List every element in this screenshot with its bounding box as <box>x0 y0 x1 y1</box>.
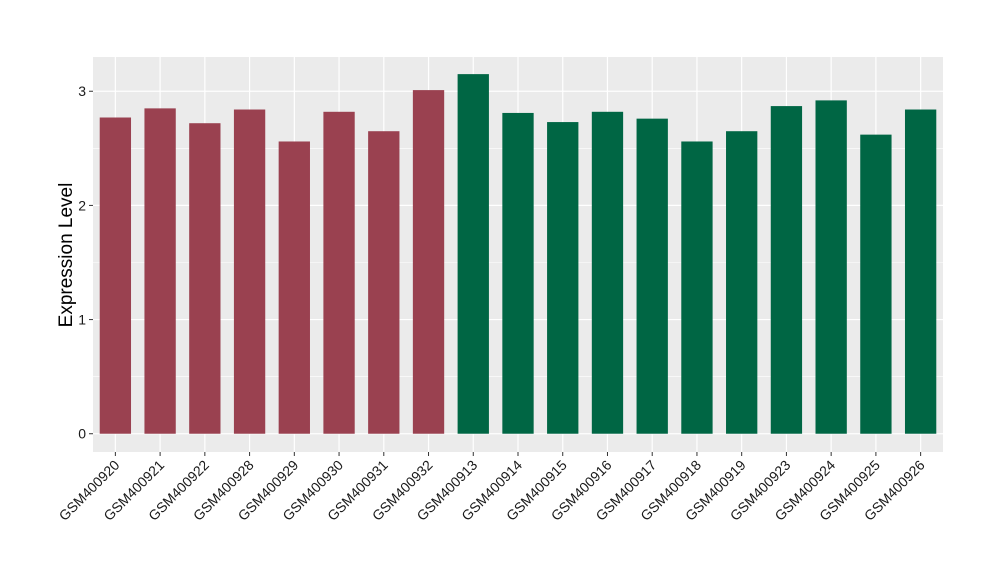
y-tick-label: 0 <box>78 426 86 442</box>
bar-GSM400914 <box>502 112 534 434</box>
bar-GSM400920 <box>99 117 132 434</box>
bar-GSM400931 <box>368 131 400 434</box>
bar-GSM400932 <box>412 90 445 434</box>
bar-GSM400923 <box>770 106 803 434</box>
bars <box>99 74 937 434</box>
bar-GSM400919 <box>726 131 758 434</box>
y-tick-label: 2 <box>78 197 86 213</box>
bar-GSM400913 <box>457 74 489 434</box>
y-tick-label: 3 <box>78 83 86 99</box>
bar-GSM400926 <box>904 109 937 434</box>
bar-GSM400916 <box>591 111 624 434</box>
bar-GSM400929 <box>278 141 310 434</box>
bar-GSM400918 <box>681 141 713 434</box>
bar-GSM400925 <box>860 134 892 434</box>
y-tick-label: 1 <box>78 312 86 328</box>
bar-GSM400915 <box>547 122 579 434</box>
x-axis: GSM400920GSM400921GSM400922GSM400928GSM4… <box>56 452 928 524</box>
bar-GSM400922 <box>189 123 221 434</box>
bar-GSM400930 <box>323 111 355 434</box>
bar-GSM400921 <box>144 108 176 434</box>
y-axis-title: Expression Level <box>56 183 77 328</box>
bar-GSM400928 <box>233 109 266 434</box>
bar-GSM400917 <box>636 118 668 434</box>
y-axis: 0 1 2 3 <box>78 83 93 442</box>
bar-GSM400924 <box>815 100 847 434</box>
